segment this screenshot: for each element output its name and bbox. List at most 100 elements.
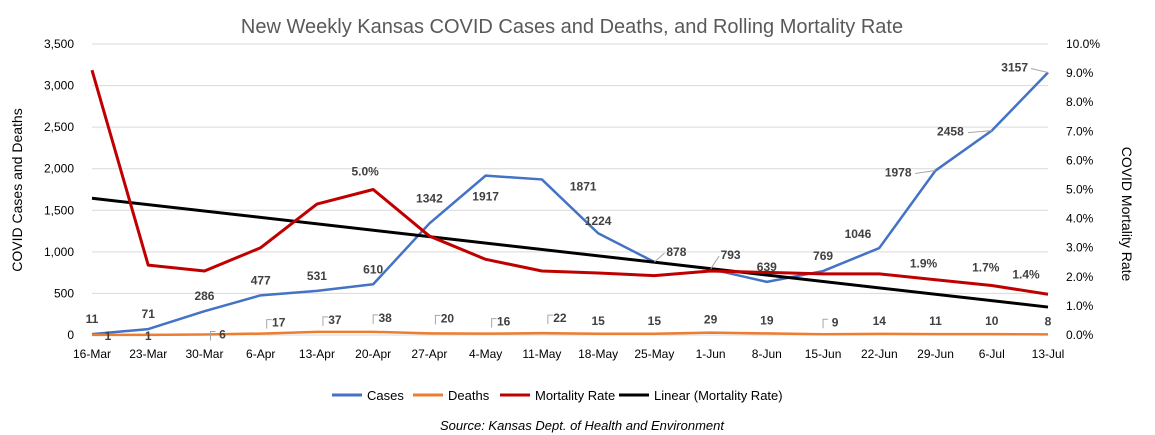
deaths-line xyxy=(92,330,1049,337)
deaths-data-label: 6 xyxy=(219,328,226,342)
cases-data-label: 639 xyxy=(757,260,777,274)
deaths-data-label: 16 xyxy=(497,315,511,329)
mortality-data-label: 5.0% xyxy=(351,165,379,179)
left-axis-ticks: 0 500 1,000 1,500 2,000 2,500 3,000 3,500 xyxy=(44,37,74,342)
y2-tick-label: 4.0% xyxy=(1066,212,1094,226)
y2-tick-label: 8.0% xyxy=(1066,95,1094,109)
cases-data-label: 3157 xyxy=(1001,61,1028,75)
legend-label: Deaths xyxy=(448,388,490,403)
y2-tick-label: 7.0% xyxy=(1066,124,1094,138)
deaths-data-label: 8 xyxy=(1045,314,1052,328)
y2-tick-label: 6.0% xyxy=(1066,153,1094,167)
y-tick-label: 3,000 xyxy=(44,79,74,93)
series-lines xyxy=(90,69,1049,337)
deaths-data-label: 9 xyxy=(832,315,839,329)
x-tick-label: 16-Mar xyxy=(73,347,111,361)
y2-tick-label: 0.0% xyxy=(1066,328,1094,342)
leader-line xyxy=(322,316,328,326)
cases-data-label: 286 xyxy=(194,289,214,303)
leader-line xyxy=(822,318,829,329)
legend-label: Cases xyxy=(367,388,404,403)
cases-data-label: 1871 xyxy=(570,179,597,193)
y2-tick-label: 3.0% xyxy=(1066,241,1094,255)
legend-label: Mortality Rate xyxy=(535,388,615,403)
y-tick-label: 1,000 xyxy=(44,245,74,259)
y-tick-label: 0 xyxy=(67,328,74,342)
x-tick-label: 20-Apr xyxy=(355,347,391,361)
cases-data-label: 610 xyxy=(363,262,383,276)
x-tick-label: 18-May xyxy=(578,347,618,361)
leader-line xyxy=(915,170,936,175)
chart-title: New Weekly Kansas COVID Cases and Deaths… xyxy=(241,16,903,38)
cases-data-label: 1224 xyxy=(585,214,612,228)
legend-item-linear-mortality-rate: Linear (Mortality Rate) xyxy=(619,388,783,403)
legend-item-deaths: Deaths xyxy=(413,388,490,403)
leader-line xyxy=(491,318,497,328)
x-tick-label: 30-Mar xyxy=(185,347,223,361)
mortality-data-label: 1.4% xyxy=(1012,267,1040,281)
deaths-data-label: 20 xyxy=(441,311,455,325)
leader-line xyxy=(654,252,665,263)
y2-tick-label: 1.0% xyxy=(1066,299,1094,313)
y-tick-label: 2,500 xyxy=(44,120,74,134)
cases-data-label: 2458 xyxy=(937,125,964,139)
y-axis-title: COVID Cases and Deaths xyxy=(9,108,25,271)
deaths-data-label: 15 xyxy=(648,314,662,328)
y-tick-label: 3,500 xyxy=(44,37,74,51)
legend: Cases Deaths Mortality Rate Linear (Mortali… xyxy=(332,388,783,403)
legend-item-mortality-rate: Mortality Rate xyxy=(500,388,615,403)
deaths-data-label: 29 xyxy=(704,313,718,327)
x-tick-label: 29-Jun xyxy=(917,347,954,361)
y-tick-label: 1,500 xyxy=(44,203,74,217)
leader-line xyxy=(209,331,216,341)
y2-tick-label: 5.0% xyxy=(1066,183,1094,197)
mortality-data-label: 1.7% xyxy=(972,261,1000,275)
x-tick-label: 6-Jul xyxy=(979,347,1005,361)
leader-line xyxy=(710,255,720,270)
x-tick-label: 6-Apr xyxy=(246,347,275,361)
x-tick-label: 25-May xyxy=(634,347,674,361)
cases-data-label: 769 xyxy=(813,249,833,263)
legend-item-cases: Cases xyxy=(332,388,404,403)
x-tick-label: 8-Jun xyxy=(752,347,782,361)
cases-data-label: 477 xyxy=(251,273,271,287)
y2-tick-label: 2.0% xyxy=(1066,270,1094,284)
x-tick-label: 13-Jul xyxy=(1032,347,1065,361)
deaths-data-label: 19 xyxy=(760,313,774,327)
deaths-data-label: 1 xyxy=(145,329,152,343)
deaths-data-label: 1 xyxy=(105,329,112,343)
y-tick-label: 2,000 xyxy=(44,162,74,176)
x-tick-label: 4-May xyxy=(469,347,502,361)
y-tick-label: 500 xyxy=(54,286,74,300)
cases-data-label: 1978 xyxy=(885,166,912,180)
cases-data-label: 531 xyxy=(307,269,327,283)
mortality-trend-line xyxy=(91,196,1049,309)
mortality-rate-line xyxy=(90,69,1049,296)
cases-data-label: 793 xyxy=(721,248,741,262)
leader-line xyxy=(266,319,272,329)
deaths-data-label: 38 xyxy=(378,311,392,325)
y2-axis-title: COVID Mortality Rate xyxy=(1119,147,1135,282)
x-axis-ticks: 16-Mar 23-Mar 30-Mar 6-Apr 13-Apr 20-Apr 27-Ap… xyxy=(73,347,1064,361)
deaths-data-label: 15 xyxy=(591,314,605,328)
deaths-data-label: 22 xyxy=(553,311,567,325)
x-tick-label: 1-Jun xyxy=(696,347,726,361)
deaths-data-label: 10 xyxy=(985,314,999,328)
x-tick-label: 22-Jun xyxy=(861,347,898,361)
x-tick-label: 13-Apr xyxy=(299,347,335,361)
cases-data-label: 71 xyxy=(142,307,156,321)
y2-tick-label: 10.0% xyxy=(1066,37,1100,51)
leader-line xyxy=(1030,68,1049,74)
leader-line xyxy=(547,314,553,325)
deaths-data-label: 17 xyxy=(272,316,286,330)
y2-tick-label: 9.0% xyxy=(1066,66,1094,80)
label-leader-lines xyxy=(209,68,1049,341)
cases-data-label: 1342 xyxy=(416,191,443,205)
legend-label: Linear (Mortality Rate) xyxy=(654,388,783,403)
cases-data-label: 11 xyxy=(86,312,99,326)
x-tick-label: 11-May xyxy=(522,347,561,361)
deaths-data-label: 37 xyxy=(328,313,342,327)
